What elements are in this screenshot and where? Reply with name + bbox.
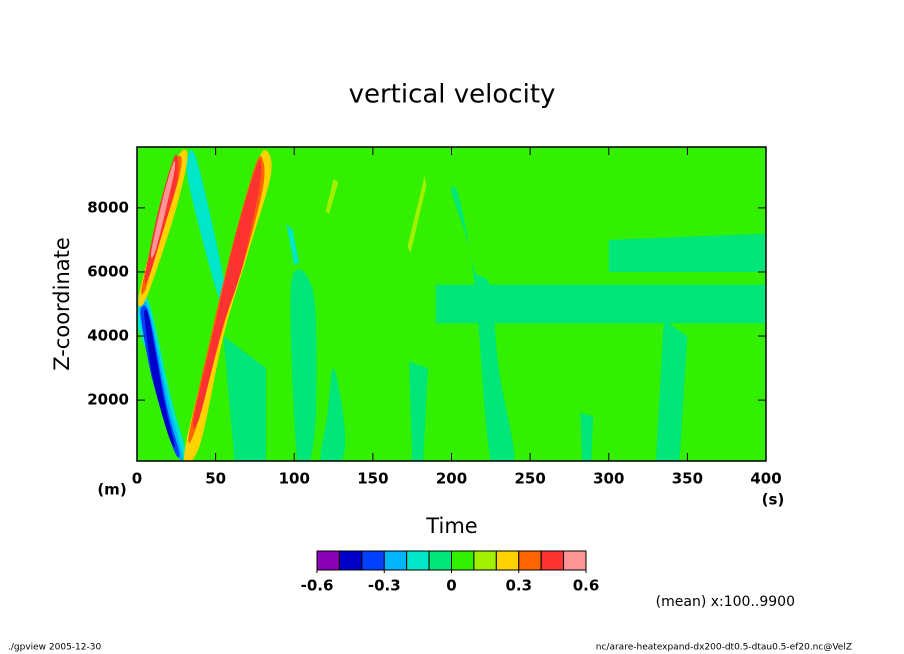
- contour-region: [580, 412, 594, 461]
- x-tick-label: 350: [672, 470, 703, 488]
- colorbar-box: [428, 550, 453, 571]
- contour-region: [407, 175, 427, 253]
- x-tick-label: 100: [279, 470, 310, 488]
- y-axis-label: Z-coordinate: [50, 237, 74, 371]
- colorbar-box: [316, 550, 340, 571]
- contour-region: [150, 160, 176, 258]
- contour-region: [655, 320, 688, 461]
- colorbar-tick-label: -0.6: [301, 577, 334, 595]
- note: (mean) x:100..9900: [656, 594, 795, 610]
- colorbar-box: [518, 550, 542, 571]
- colorbar-box: [563, 550, 587, 571]
- y-unit: (m): [97, 481, 126, 499]
- contour-region: [186, 149, 226, 305]
- contour-region: [144, 309, 175, 448]
- chart-title: vertical velocity: [349, 80, 556, 110]
- x-tick-label: 150: [357, 470, 388, 488]
- contour-region: [290, 269, 317, 461]
- contour-region: [608, 233, 766, 272]
- colorbar-box: [540, 550, 565, 571]
- colorbar-tick-label: 0: [446, 577, 456, 595]
- colorbar-box: [383, 550, 408, 571]
- y-tick-label: 4000: [87, 327, 129, 345]
- field: [137, 147, 766, 461]
- colorbar-box: [338, 550, 363, 571]
- x-tick-label: 400: [750, 470, 781, 488]
- y-tick-label: 6000: [87, 262, 129, 280]
- colorbar-tick-label: 0.3: [505, 577, 532, 595]
- colorbar-box: [473, 550, 497, 571]
- colorbar-box: [406, 550, 430, 571]
- contour-region: [286, 223, 299, 266]
- colorbar-box: [451, 550, 475, 571]
- contour-region: [193, 159, 262, 429]
- colorbar-tick-label: 0.6: [573, 577, 600, 595]
- x-unit: (s): [762, 491, 785, 509]
- contour-region: [320, 368, 346, 461]
- contour-region: [451, 186, 515, 461]
- contour-region: [409, 361, 428, 461]
- y-tick-label: 8000: [87, 198, 129, 216]
- y-tick-label: 2000: [87, 391, 129, 409]
- colorbar-box: [361, 550, 385, 571]
- colorbar-box: [495, 550, 520, 571]
- contour-region: [435, 284, 766, 324]
- x-tick-label: 300: [593, 470, 624, 488]
- colorbar-tick-label: -0.3: [368, 577, 401, 595]
- contour-region: [325, 179, 339, 215]
- footer-left: ./gpview 2005-12-30: [8, 643, 101, 653]
- footer-right: nc/arare-heatexpand-dx200-dt0.5-dtau0.5-…: [596, 643, 852, 653]
- contour-region: [223, 336, 266, 461]
- x-axis-label: Time: [425, 514, 477, 538]
- x-tick-label: 200: [436, 470, 467, 488]
- x-tick-label: 50: [205, 470, 226, 488]
- x-tick-label: 250: [514, 470, 545, 488]
- x-tick-label: 0: [132, 470, 142, 488]
